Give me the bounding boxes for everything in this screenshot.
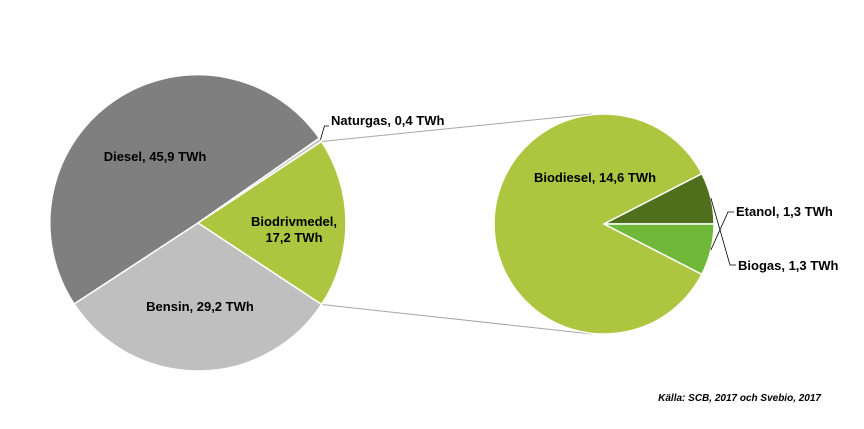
label-biodrivmedel-line1: Biodrivmedel, [251, 214, 337, 229]
slice-bensin [73, 222, 323, 372]
slice-biodrivmedel [196, 140, 347, 306]
source-note: Källa: SCB, 2017 och Svebio, 2017 [658, 393, 821, 404]
connector-line-top [321, 113, 593, 143]
label-naturgas: Naturgas, 0,4 TWh [331, 113, 444, 128]
slice-biodiesel [493, 113, 703, 335]
breakdown-pie [493, 113, 715, 335]
label-diesel: Diesel, 45,9 TWh [104, 149, 207, 164]
leader-biogas [710, 211, 734, 251]
label-biodrivmedel-line2: 17,2 TWh [265, 230, 322, 245]
data-labels: Diesel, 45,9 TWh Bensin, 29,2 TWh Biodrivm… [104, 113, 839, 314]
label-biogas: Etanol, 1,3 TWh [736, 204, 833, 219]
main-pie [49, 73, 347, 372]
label-bensin: Bensin, 29,2 TWh [146, 299, 254, 314]
connector-lines [321, 113, 593, 335]
leader-etanol [710, 197, 736, 266]
slice-diesel [49, 73, 321, 306]
label-biodiesel: Biodiesel, 14,6 TWh [534, 170, 656, 185]
leader-naturgas [320, 125, 329, 141]
label-etanol: Biogas, 1,3 TWh [738, 258, 838, 273]
connector-line-bottom [321, 303, 593, 335]
